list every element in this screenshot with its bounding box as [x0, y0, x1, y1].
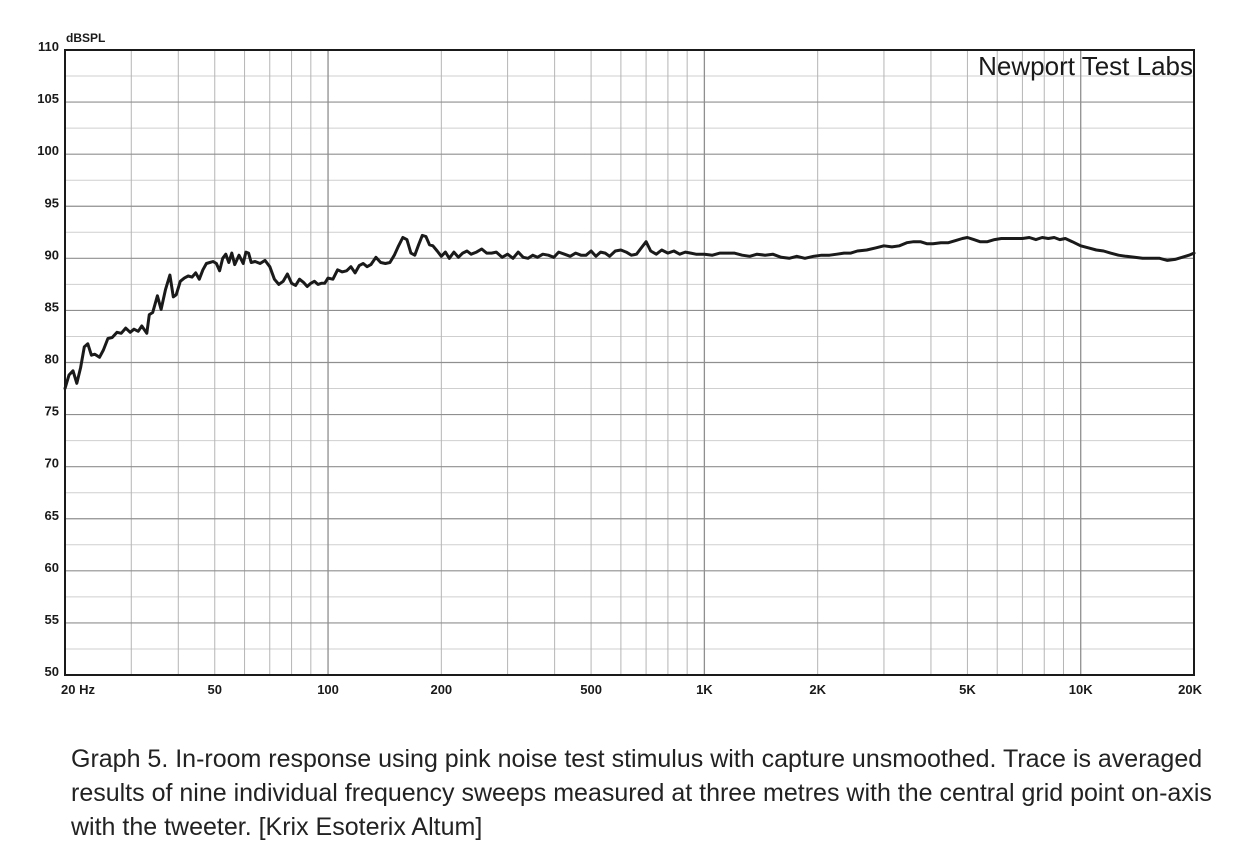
- x-tick-label: 2K: [809, 682, 826, 697]
- y-tick-label: 60: [45, 560, 59, 575]
- x-tick-label: 200: [430, 682, 452, 697]
- x-tick-label: 10K: [1069, 682, 1093, 697]
- x-tick-label: 5K: [959, 682, 976, 697]
- x-tick-label: 1K: [696, 682, 713, 697]
- y-tick-label: 85: [45, 299, 59, 314]
- y-tick-label: 65: [45, 508, 59, 523]
- y-tick-label: 105: [37, 91, 59, 106]
- y-tick-label: 55: [45, 612, 59, 627]
- y-tick-label: 70: [45, 456, 59, 471]
- y-tick-label: 95: [45, 195, 59, 210]
- y-tick-label: 110: [38, 39, 59, 54]
- major-gridlines: [65, 50, 1194, 675]
- y-axis-unit-label: dBSPL: [66, 31, 105, 45]
- lab-watermark: Newport Test Labs: [978, 51, 1193, 81]
- plot-frame: [64, 49, 1195, 676]
- x-tick-label: 20K: [1178, 682, 1202, 697]
- figure-caption: Graph 5. In-room response using pink noi…: [71, 745, 1212, 841]
- y-tick-labels: 110 105 100 95 90 85 80 75 70 65 60 55 50: [37, 39, 59, 679]
- x-tick-labels: 20 Hz 50 100 200 500 1K 2K 5K 10K 20K: [61, 682, 1203, 697]
- x-tick-label: 100: [317, 682, 339, 697]
- x-tick-label: 500: [580, 682, 602, 697]
- y-tick-label: 90: [45, 247, 59, 262]
- x-tick-label: 20 Hz: [61, 682, 95, 697]
- y-tick-label: 75: [45, 404, 59, 419]
- y-tick-label: 50: [45, 664, 59, 679]
- y-tick-label: 80: [45, 352, 59, 367]
- x-tick-label: 50: [208, 682, 222, 697]
- response-trace: [63, 233, 1196, 390]
- series-layer: [63, 233, 1196, 390]
- y-tick-label: 100: [37, 143, 59, 158]
